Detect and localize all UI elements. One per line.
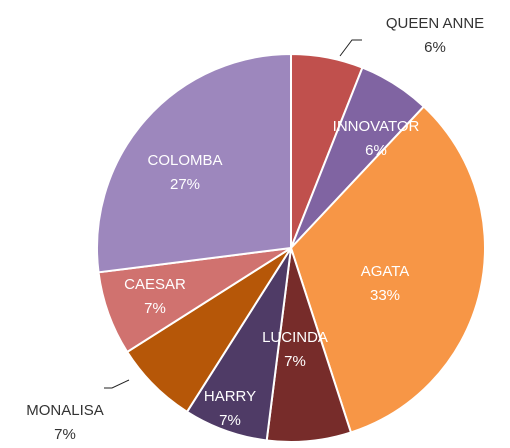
slice-label: 6% bbox=[424, 39, 446, 56]
slice-name: COLOMBA bbox=[147, 152, 222, 169]
slice-label: 7% bbox=[144, 300, 166, 317]
slice-label: 7% bbox=[284, 353, 306, 370]
leader-line bbox=[104, 379, 130, 389]
slice-label: 7% bbox=[219, 412, 241, 429]
slice-name: MONALISA bbox=[26, 402, 104, 419]
slice-label: 7% bbox=[54, 426, 76, 443]
slice-name: HARRY bbox=[204, 388, 256, 405]
pie-slice bbox=[96, 52, 292, 274]
slice-name: CAESAR bbox=[124, 276, 186, 293]
slice-name: QUEEN ANNE bbox=[386, 15, 484, 32]
slice-label: 6% bbox=[365, 142, 387, 159]
pie-slice bbox=[289, 105, 486, 434]
slice-name: LUCINDA bbox=[262, 329, 328, 346]
leader-line bbox=[339, 39, 362, 57]
slice-label: 27% bbox=[170, 176, 200, 193]
slice-name: AGATA bbox=[361, 263, 410, 280]
slice-label: 33% bbox=[370, 287, 400, 304]
slice-name: INNOVATOR bbox=[333, 118, 420, 135]
